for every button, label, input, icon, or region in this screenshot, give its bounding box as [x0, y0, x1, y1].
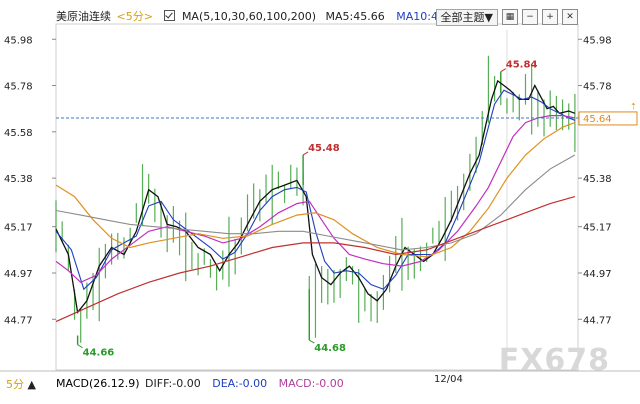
- low-annotation: 44.68: [314, 343, 346, 354]
- y-tick-label-right: 44.77: [583, 315, 612, 326]
- ma30-line: [55, 115, 576, 284]
- price-up-arrow: ⇡: [630, 102, 637, 111]
- watermark-logo: FX678: [498, 343, 610, 378]
- period-label[interactable]: <5分>: [116, 10, 153, 23]
- y-tick-label-right: 45.78: [583, 82, 612, 93]
- y-tick-label: 45.38: [4, 174, 33, 185]
- grid-icon[interactable]: ▦: [502, 9, 518, 25]
- plot-frame: [55, 23, 579, 371]
- y-tick-label: 44.97: [4, 269, 33, 280]
- macd-dif: DIFF:-0.00: [145, 377, 201, 390]
- macd-readout: MACD(26.12.9) DIFF:-0.00 DEA:-0.00 MACD:…: [56, 377, 344, 390]
- y-tick-label: 45.78: [4, 82, 33, 93]
- ma-settings-label: MA(5,10,30,60,100,200): [181, 10, 316, 23]
- y-tick-label-right: 45.98: [583, 35, 612, 46]
- ma200-line: [55, 196, 576, 323]
- ma5-value: MA5:45.66: [325, 10, 385, 23]
- indicator-bar: 5分 ▲ MACD(26.12.9) DIFF:-0.00 DEA:-0.00 …: [0, 374, 640, 392]
- ma100-line: [55, 154, 576, 251]
- current-price-tag: [578, 111, 638, 126]
- y-tick-label: 45.98: [4, 35, 33, 46]
- annotation-pointer: [309, 339, 315, 344]
- y-tick-label: 45.58: [4, 128, 33, 139]
- macd-dea: DEA:-0.00: [212, 377, 268, 390]
- macd-value: MACD:-0.00: [278, 377, 344, 390]
- theme-dropdown[interactable]: 全部主题▼: [435, 9, 498, 26]
- ma10-line: [55, 89, 576, 291]
- ma5-line: [55, 79, 576, 314]
- instrument-name: 美原油连续: [56, 10, 111, 23]
- macd-params: MACD(26.12.9): [56, 377, 140, 390]
- period-select-value: 5分: [6, 378, 24, 391]
- plus-icon[interactable]: +: [542, 9, 558, 25]
- annotation-pointer: [77, 344, 83, 349]
- close-icon[interactable]: ✕: [562, 9, 578, 25]
- high-annotation: 45.84: [506, 60, 538, 71]
- y-tick-label-right: 44.97: [583, 269, 612, 280]
- ma-toggle-checkbox[interactable]: [164, 10, 176, 21]
- y-tick-label-right: 45.17: [583, 223, 612, 234]
- current-price-label: 45.64: [583, 114, 612, 125]
- y-tick-label: 44.77: [4, 315, 33, 326]
- y-tick-label-right: 45.38: [583, 174, 612, 185]
- period-select[interactable]: 5分 ▲: [6, 378, 36, 391]
- ma60-line: [55, 122, 576, 258]
- low-annotation: 44.66: [83, 348, 115, 359]
- y-tick-label: 45.17: [4, 223, 33, 234]
- chart-legend: 美原油连续 <5分> MA(5,10,30,60,100,200) MA5:45…: [56, 8, 455, 24]
- annotation-pointer: [500, 68, 507, 73]
- toolbar: 全部主题▼ ▦ − + ✕: [435, 9, 578, 26]
- x-axis-date: 12/04: [434, 374, 463, 385]
- annotation-pointer: [302, 151, 309, 156]
- minus-icon[interactable]: −: [522, 9, 538, 25]
- high-annotation: 45.48: [308, 143, 340, 154]
